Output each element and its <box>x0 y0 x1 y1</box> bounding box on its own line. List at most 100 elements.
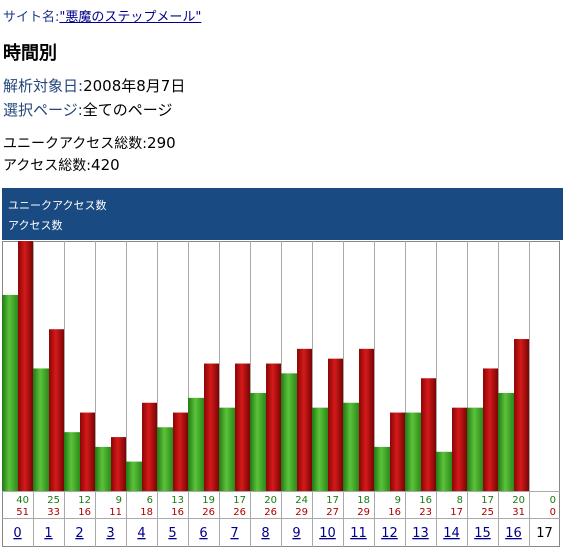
bar-unique <box>343 402 359 491</box>
bar-access <box>49 329 64 491</box>
hour-link[interactable]: 4 <box>137 526 145 541</box>
legend-access: アクセス数 <box>8 219 63 232</box>
value-label-unique: 17 <box>326 495 339 506</box>
hour-label: 17 <box>536 526 553 541</box>
hour-link[interactable]: 1 <box>44 526 52 541</box>
bar-unique <box>405 412 421 491</box>
hour-link[interactable]: 16 <box>505 526 522 541</box>
value-label-access: 29 <box>357 507 370 518</box>
value-label-access: 33 <box>47 507 60 518</box>
bar-access <box>80 412 95 491</box>
access-total-line: アクセス総数:420 <box>3 155 120 175</box>
value-label-access: 27 <box>326 507 339 518</box>
date-label: 解析対象日: <box>3 77 84 95</box>
hour-link[interactable]: 15 <box>474 526 491 541</box>
hour-link[interactable]: 3 <box>106 526 114 541</box>
value-label-access: 18 <box>140 507 153 518</box>
value-label-access: 11 <box>109 507 122 518</box>
bar-access <box>297 348 312 491</box>
bar-unique <box>126 461 142 491</box>
value-label-unique: 9 <box>395 495 401 506</box>
value-label-unique: 17 <box>481 495 494 506</box>
hour-link[interactable]: 14 <box>443 526 460 541</box>
access-total-label: アクセス総数: <box>3 158 92 174</box>
hour-link[interactable]: 2 <box>75 526 83 541</box>
chart-bars <box>2 241 529 491</box>
chart-legend: ユニークアクセス数 アクセス数 <box>2 188 563 240</box>
hour-link[interactable]: 13 <box>412 526 429 541</box>
bar-unique <box>64 432 80 491</box>
value-label-access: 16 <box>78 507 91 518</box>
page-line: 選択ページ:全てのページ <box>3 99 172 120</box>
value-label-access: 16 <box>388 507 401 518</box>
bar-unique <box>2 294 18 491</box>
hour-link[interactable]: 5 <box>168 526 176 541</box>
hour-link[interactable]: 6 <box>199 526 207 541</box>
hour-link[interactable]: 10 <box>319 526 336 541</box>
value-label-unique: 19 <box>202 495 215 506</box>
bar-access <box>390 412 405 491</box>
bar-unique <box>467 407 483 491</box>
hour-link[interactable]: 11 <box>350 526 367 541</box>
value-label-access: 16 <box>171 507 184 518</box>
bar-access <box>452 407 467 491</box>
bar-unique <box>250 392 266 491</box>
hour-link[interactable]: 12 <box>381 526 398 541</box>
bar-access <box>266 363 281 491</box>
bar-access <box>111 437 126 491</box>
value-label-access: 17 <box>450 507 463 518</box>
value-label-access: 26 <box>264 507 277 518</box>
date-line: 解析対象日:2008年8月7日 <box>3 75 185 96</box>
value-label-unique: 13 <box>171 495 184 506</box>
value-label-access: 23 <box>419 507 432 518</box>
page-value: 全てのページ <box>82 101 173 119</box>
value-label-access: 25 <box>481 507 494 518</box>
value-label-unique: 16 <box>419 495 432 506</box>
unique-total-line: ユニークアクセス総数:290 <box>3 133 176 153</box>
bar-unique <box>312 407 328 491</box>
legend-unique: ユニークアクセス数 <box>8 199 107 212</box>
chart-value-labels: 4051253312169116181316192617262026242917… <box>16 495 556 518</box>
unique-total-value: 290 <box>147 134 176 152</box>
value-label-access: 0 <box>550 507 556 518</box>
hour-axis: 0 1 2 3 4 5 6 7 8 9 10 11 12 13 14 15 16 17 <box>13 526 552 541</box>
site-line: サイト名:"悪魔のステップメール" <box>3 6 201 25</box>
bar-unique <box>436 451 452 491</box>
value-label-unique: 8 <box>457 495 463 506</box>
page-label: 選択ページ: <box>3 101 83 119</box>
value-label-unique: 17 <box>233 495 246 506</box>
hour-link[interactable]: 8 <box>261 526 269 541</box>
value-label-unique: 20 <box>512 495 525 506</box>
site-label: サイト名: <box>3 10 60 25</box>
access-total-value: 420 <box>91 156 120 174</box>
bar-unique <box>498 392 514 491</box>
bar-unique <box>188 397 204 491</box>
bar-access <box>359 348 374 491</box>
value-label-unique: 20 <box>264 495 277 506</box>
hour-link[interactable]: 0 <box>13 526 21 541</box>
bar-access <box>514 339 529 491</box>
value-label-unique: 40 <box>16 495 29 506</box>
bar-access <box>235 363 250 491</box>
value-label-unique: 12 <box>78 495 91 506</box>
value-label-access: 51 <box>16 507 29 518</box>
value-label-unique: 9 <box>116 495 122 506</box>
hour-link[interactable]: 7 <box>230 526 238 541</box>
bar-access <box>483 368 498 491</box>
bar-access <box>142 402 157 491</box>
date-value: 2008年8月7日 <box>83 77 186 95</box>
bar-access <box>18 241 33 491</box>
bar-access <box>204 363 219 491</box>
bar-access <box>328 358 343 491</box>
value-label-access: 29 <box>295 507 308 518</box>
bar-access <box>173 412 188 491</box>
bar-unique <box>33 368 49 491</box>
site-name-link[interactable]: "悪魔のステップメール" <box>59 10 202 25</box>
page-title: 時間別 <box>3 43 57 64</box>
bar-access <box>421 378 436 491</box>
bar-unique <box>95 446 111 491</box>
value-label-unique: 6 <box>147 495 153 506</box>
value-label-unique: 25 <box>47 495 60 506</box>
hour-link[interactable]: 9 <box>292 526 300 541</box>
bar-unique <box>281 373 297 491</box>
